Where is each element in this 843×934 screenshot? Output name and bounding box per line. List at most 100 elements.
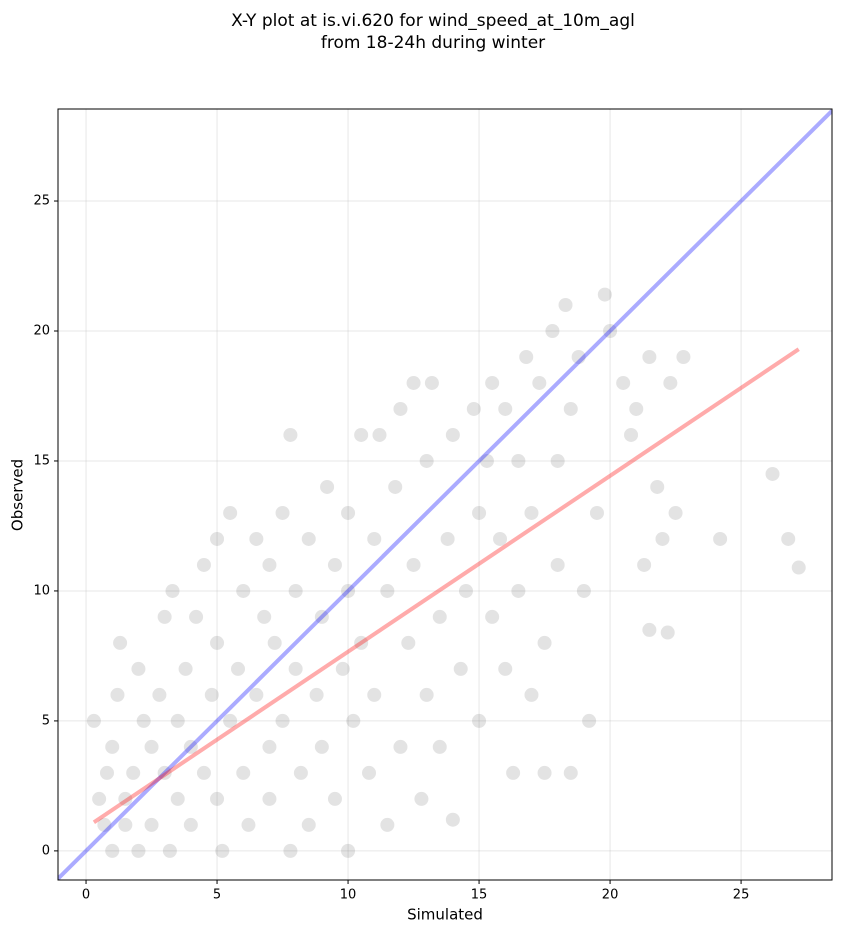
point [346, 713, 361, 728]
y-tick-label: 5 [42, 713, 50, 728]
point [267, 635, 282, 650]
point [362, 765, 377, 780]
point [341, 843, 356, 858]
point [99, 765, 114, 780]
x-tick-label: 10 [340, 888, 357, 903]
point [335, 661, 350, 676]
point [301, 817, 316, 832]
fit-line [92, 347, 800, 824]
point [550, 453, 565, 468]
point [223, 713, 238, 728]
point [105, 739, 120, 754]
point [327, 557, 342, 572]
point [165, 583, 180, 598]
point [642, 349, 657, 364]
point [380, 583, 395, 598]
point [262, 739, 277, 754]
point [440, 531, 455, 546]
point [511, 583, 526, 598]
point [406, 557, 421, 572]
point [170, 791, 185, 806]
x-tick-label: 15 [471, 888, 488, 903]
point [472, 505, 487, 520]
point [157, 765, 172, 780]
point [210, 791, 225, 806]
point [283, 427, 298, 442]
point [424, 375, 439, 390]
point [445, 427, 460, 442]
point [189, 609, 204, 624]
point [563, 765, 578, 780]
point [170, 713, 185, 728]
point [92, 791, 107, 806]
point [113, 635, 128, 650]
point [126, 765, 141, 780]
point [118, 791, 133, 806]
point [406, 375, 421, 390]
point [314, 739, 329, 754]
point [660, 625, 675, 640]
point [341, 505, 356, 520]
point [498, 661, 513, 676]
point [616, 375, 631, 390]
point [511, 453, 526, 468]
x-tick-label: 0 [82, 888, 90, 903]
point [372, 427, 387, 442]
point [309, 687, 324, 702]
point [320, 479, 335, 494]
point [388, 479, 403, 494]
point [582, 713, 597, 728]
x-tick-label: 25 [733, 888, 750, 903]
point [506, 765, 521, 780]
point [210, 635, 225, 650]
plot-frame [57, 108, 833, 881]
point [765, 466, 780, 481]
point [97, 817, 112, 832]
point [196, 557, 211, 572]
point [589, 505, 604, 520]
point [603, 323, 618, 338]
point [152, 687, 167, 702]
point [597, 287, 612, 302]
point [519, 349, 534, 364]
point [183, 739, 198, 754]
point [676, 349, 691, 364]
point [466, 401, 481, 416]
x-tick-label: 5 [213, 888, 221, 903]
point [493, 531, 508, 546]
point [301, 531, 316, 546]
y-tick-label: 25 [33, 194, 50, 209]
point [472, 713, 487, 728]
point [327, 791, 342, 806]
point [576, 583, 591, 598]
point [86, 713, 101, 728]
point [257, 609, 272, 624]
point [485, 609, 500, 624]
point [293, 765, 308, 780]
point [558, 297, 573, 312]
point [157, 609, 172, 624]
point [223, 505, 238, 520]
point [131, 661, 146, 676]
point [367, 687, 382, 702]
point [262, 791, 277, 806]
point [275, 505, 290, 520]
point [537, 635, 552, 650]
point [283, 843, 298, 858]
point [453, 661, 468, 676]
point [288, 583, 303, 598]
point [432, 739, 447, 754]
point [414, 791, 429, 806]
point [196, 765, 211, 780]
chart-title: X-Y plot at is.vi.620 for wind_speed_at_… [231, 11, 635, 31]
y-tick-label: 15 [33, 453, 50, 468]
point [629, 401, 644, 416]
x-axis-label: Simulated [407, 906, 483, 924]
point [419, 687, 434, 702]
point [563, 401, 578, 416]
point [144, 739, 159, 754]
point [393, 739, 408, 754]
chart-subtitle: from 18-24h during winter [321, 33, 545, 53]
point [537, 765, 552, 780]
point [341, 583, 356, 598]
